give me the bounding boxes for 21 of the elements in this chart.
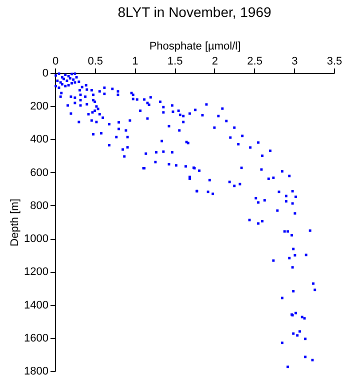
x-tick-label: 3 [292,56,298,68]
y-tick-label: 400 [30,134,48,146]
y-tick-label: 200 [30,100,48,113]
x-tick-label: 2.5 [247,56,262,68]
y-tick-label: 1000 [24,233,48,246]
y-tick-label: 1200 [24,266,48,278]
chart-title: 8LYT in November, 1969 [118,4,272,20]
x-tick-label: 1 [132,56,138,68]
x-tick-label: 0.5 [88,56,104,68]
y-tick-label: 800 [30,200,48,212]
y-tick-label: 600 [30,166,48,179]
y-tick-label: 0 [42,68,48,80]
y-axis-title: Depth [m] [9,198,22,246]
y-tick-label: 1800 [24,366,48,378]
x-tick-label: 1.5 [167,56,183,68]
x-tick-label: 2 [212,56,218,68]
x-tick-label: 0 [52,56,59,68]
x-tick-label: 3.5 [326,56,342,68]
y-tick-label: 1400 [24,299,48,312]
x-axis-title: Phosphate [µmol/l] [149,40,241,52]
y-tick-label: 1600 [24,332,48,344]
